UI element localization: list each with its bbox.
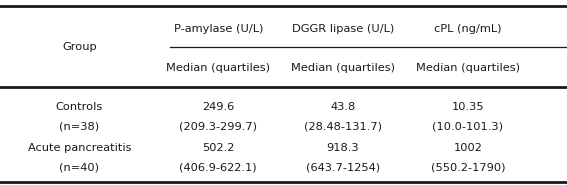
Text: Median (quartiles): Median (quartiles) xyxy=(416,63,520,73)
Text: Controls: Controls xyxy=(56,102,103,112)
Text: (28.48-131.7): (28.48-131.7) xyxy=(304,122,382,132)
Text: Median (quartiles): Median (quartiles) xyxy=(166,63,270,73)
Text: (10.0-101.3): (10.0-101.3) xyxy=(432,122,503,132)
Text: (209.3-299.7): (209.3-299.7) xyxy=(179,122,257,132)
Text: 918.3: 918.3 xyxy=(327,143,359,153)
Text: (550.2-1790): (550.2-1790) xyxy=(430,162,505,172)
Text: (406.9-622.1): (406.9-622.1) xyxy=(180,162,257,172)
Text: Acute pancreatitis: Acute pancreatitis xyxy=(28,143,131,153)
Text: 1002: 1002 xyxy=(454,143,482,153)
Text: 502.2: 502.2 xyxy=(202,143,235,153)
Text: cPL (ng/mL): cPL (ng/mL) xyxy=(434,24,502,34)
Text: DGGR lipase (U/L): DGGR lipase (U/L) xyxy=(292,24,394,34)
Text: 10.35: 10.35 xyxy=(451,102,484,112)
Text: (n=38): (n=38) xyxy=(60,122,99,132)
Text: (643.7-1254): (643.7-1254) xyxy=(306,162,380,172)
Text: (n=40): (n=40) xyxy=(60,162,99,172)
Text: 249.6: 249.6 xyxy=(202,102,234,112)
Text: 43.8: 43.8 xyxy=(331,102,356,112)
Text: P-amylase (U/L): P-amylase (U/L) xyxy=(174,24,263,34)
Text: Median (quartiles): Median (quartiles) xyxy=(291,63,395,73)
Text: Group: Group xyxy=(62,42,97,52)
